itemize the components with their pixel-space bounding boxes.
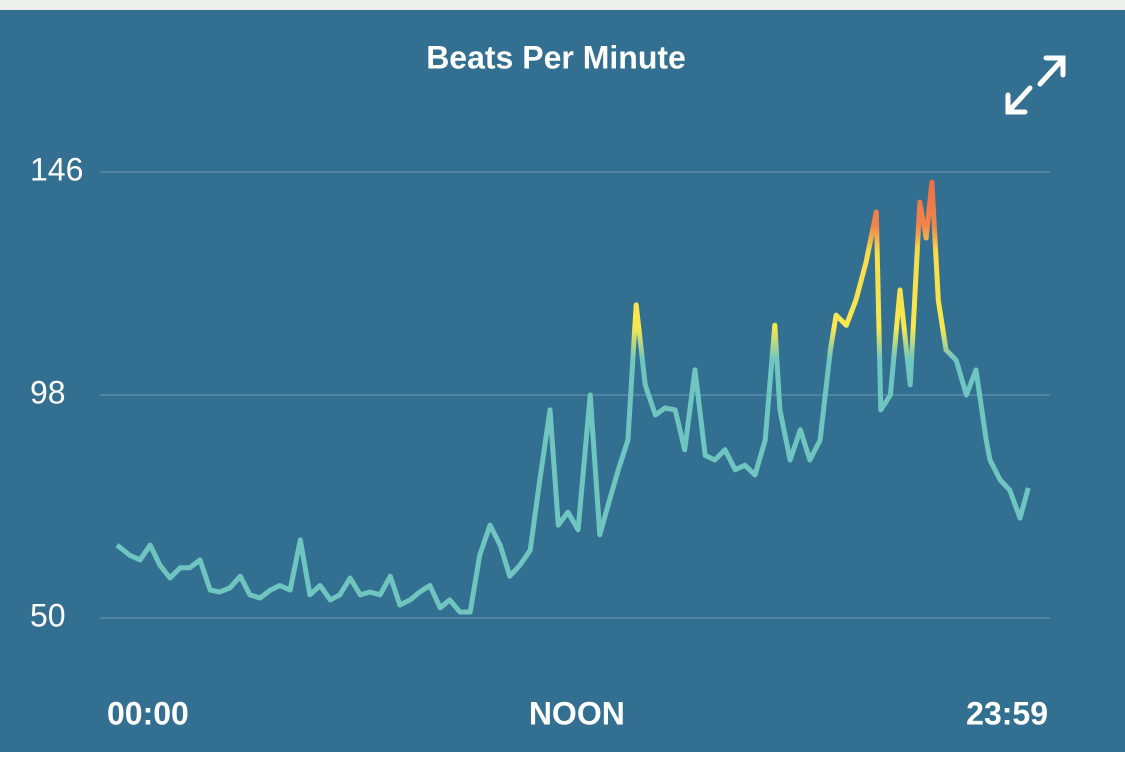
card xyxy=(0,10,1125,752)
expand-icon[interactable] xyxy=(1005,55,1066,115)
top-strip xyxy=(0,0,1125,10)
heart-rate-line xyxy=(115,179,1031,615)
y-tick-label: 146 xyxy=(30,151,83,187)
x-tick-label: NOON xyxy=(529,695,625,731)
y-tick-label: 98 xyxy=(30,374,66,410)
chart-title: Beats Per Minute xyxy=(426,39,686,75)
x-tick-label: 00:00 xyxy=(107,695,189,731)
x-tick-label: 23:59 xyxy=(966,695,1048,731)
y-tick-label: 50 xyxy=(30,597,66,633)
